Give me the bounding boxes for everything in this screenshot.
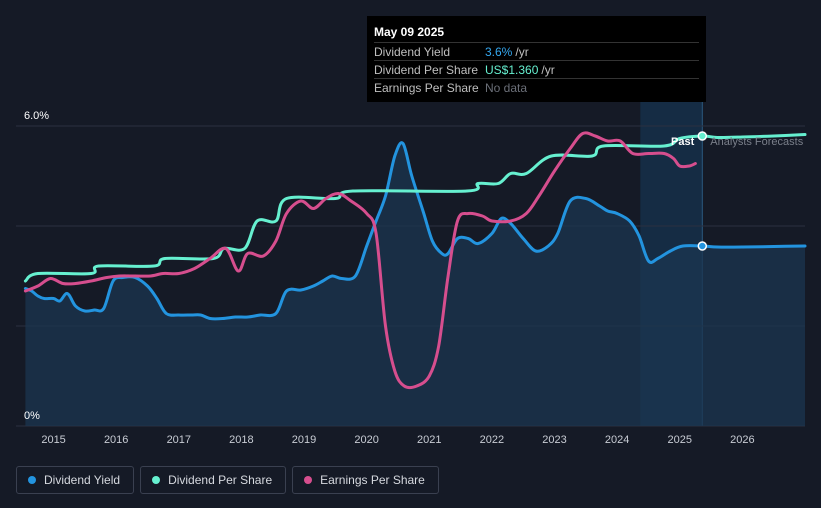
past-label: Past	[671, 136, 695, 148]
x-tick-label: 2025	[668, 434, 692, 446]
tooltip-label: Dividend Yield	[374, 45, 451, 59]
tooltip-unit: /yr	[515, 45, 529, 59]
tooltip-label: Earnings Per Share	[374, 81, 479, 95]
dividend-per-share-marker	[697, 131, 708, 141]
dividend-yield-marker	[697, 241, 708, 251]
tooltip-value: US$1.360	[485, 63, 539, 77]
x-tick-label: 2023	[542, 434, 566, 446]
x-tick-label: 2024	[605, 434, 629, 446]
tooltip-date: May 09 2025	[374, 25, 445, 39]
dividend-per-share-line	[23, 133, 807, 283]
tooltip-value: No data	[485, 81, 528, 95]
x-tick-label: 2015	[41, 434, 65, 446]
x-tick-label: 2019	[292, 434, 316, 446]
x-tick-label: 2026	[730, 434, 754, 446]
tooltip-unit: /yr	[541, 63, 555, 77]
legend-label: Earnings Per Share	[320, 473, 425, 487]
tooltip-label: Dividend Per Share	[374, 63, 479, 77]
legend: Dividend Yield Dividend Per Share Earnin…	[16, 466, 445, 494]
tooltip-row-dividend-per-share: Dividend Per Share US$1.360 /yr	[374, 60, 699, 78]
legend-dot	[28, 476, 36, 484]
legend-item-earnings-per-share[interactable]: Earnings Per Share	[292, 466, 439, 494]
x-tick-label: 2018	[229, 434, 253, 446]
tooltip-value: 3.6%	[485, 45, 513, 59]
legend-item-dividend-yield[interactable]: Dividend Yield	[16, 466, 135, 494]
y-tick-label: 0%	[24, 410, 40, 422]
x-tick-label: 2021	[417, 434, 441, 446]
x-tick-label: 2022	[480, 434, 504, 446]
x-tick-label: 2016	[104, 434, 128, 446]
tooltip-row-dividend-yield: Dividend Yield 3.6% /yr	[374, 42, 699, 60]
earnings-per-share-line	[23, 131, 697, 390]
dividend-yield-line	[23, 141, 807, 321]
legend-label: Dividend Yield	[44, 473, 121, 487]
dividend-yield-area	[25, 142, 805, 426]
legend-dot	[304, 476, 313, 484]
x-tick-label: 2017	[167, 434, 191, 446]
y-tick-label: 6.0%	[24, 110, 49, 122]
legend-dot	[152, 476, 161, 484]
tooltip: May 09 2025 Dividend Yield 3.6% /yr Divi…	[367, 16, 706, 102]
x-tick-label: 2020	[354, 434, 378, 446]
legend-item-dividend-per-share[interactable]: Dividend Per Share	[140, 466, 287, 494]
tooltip-row-earnings-per-share: Earnings Per Share No data	[374, 78, 699, 96]
legend-label: Dividend Per Share	[168, 473, 273, 487]
analysts-forecasts-label: Analysts Forecasts	[710, 136, 803, 148]
